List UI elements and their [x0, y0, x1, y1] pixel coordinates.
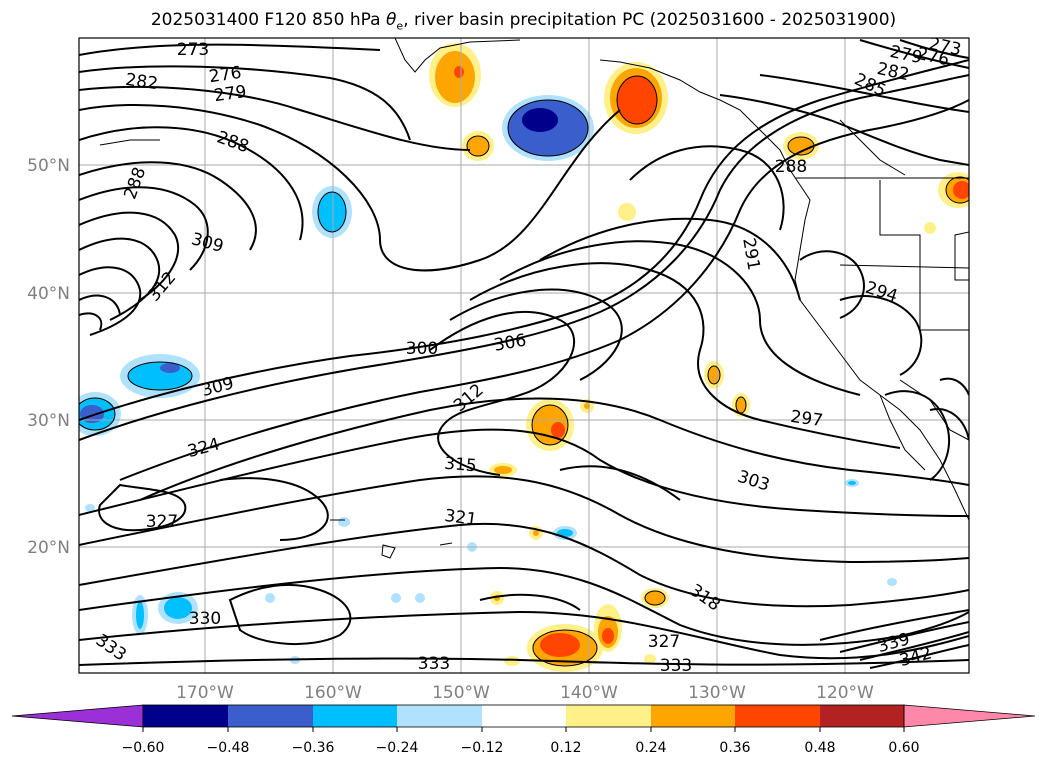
contour-label: 288 — [775, 157, 807, 177]
contour-label: 300 — [406, 339, 438, 359]
map-frame — [78, 37, 970, 674]
contour-label: 273 — [927, 34, 963, 60]
longitude-labels: 170°W 160°W 150°W 140°W 130°W 120°W — [176, 683, 874, 703]
colorbar-tick-label: −0.60 — [122, 740, 165, 756]
colorbar-extend-low — [11, 704, 144, 728]
graticule — [79, 38, 969, 673]
colorbar-swatch — [313, 705, 397, 727]
colorbar-tick-label: −0.24 — [376, 740, 419, 756]
colorbar-tick-label: 0.60 — [888, 740, 919, 756]
contour-label: 330 — [189, 609, 221, 629]
colorbar-tick-label: −0.12 — [461, 740, 504, 756]
lon-label: 150°W — [432, 683, 490, 703]
contour-label: 279 — [213, 82, 248, 106]
lat-label: 50°N — [27, 156, 70, 176]
contour-label: 321 — [443, 506, 478, 530]
lon-label: 140°W — [560, 683, 618, 703]
colorbar-swatch — [397, 705, 482, 727]
latitude-labels: 50°N 40°N 30°N 20°N — [27, 156, 70, 558]
colorbar-swatch — [143, 705, 228, 727]
colorbar-extend-high — [903, 704, 1036, 728]
colorbar-tick-label: 0.48 — [804, 740, 835, 756]
colorbar-tick-label: 0.12 — [550, 740, 581, 756]
lon-label: 160°W — [304, 683, 362, 703]
colorbar-swatch — [228, 705, 313, 727]
contour-label: 327 — [648, 632, 680, 652]
contour-label: 333 — [418, 654, 450, 674]
shading-outlines — [79, 75, 969, 667]
colorbar-swatch — [566, 705, 651, 727]
colorbar-swatch — [735, 705, 820, 727]
colorbar-tick-label: 0.36 — [719, 740, 750, 756]
lon-label: 120°W — [816, 683, 874, 703]
theta-e-contours — [79, 39, 969, 669]
colorbar-swatch — [651, 705, 735, 727]
lat-label: 30°N — [27, 411, 70, 431]
lon-label: 130°W — [688, 683, 746, 703]
contour-label: 333 — [660, 656, 692, 676]
contour-label: 276 — [208, 63, 243, 87]
colorbar: −0.60 −0.48 −0.36 −0.24 −0.12 0.12 0.24 … — [11, 704, 1036, 756]
contour-label: 282 — [124, 70, 159, 94]
map-title: 2025031400 F120 850 hPa θe, river basin … — [150, 10, 897, 33]
colorbar-tick-label: −0.48 — [207, 740, 250, 756]
colorbar-tick-label: −0.36 — [292, 740, 335, 756]
lat-label: 40°N — [27, 284, 70, 304]
lon-label: 170°W — [176, 683, 234, 703]
colorbar-swatch — [820, 705, 904, 727]
lat-label: 20°N — [27, 538, 70, 558]
contour-label: 297 — [789, 407, 824, 431]
contour-label: 273 — [177, 40, 209, 60]
coastlines — [99, 38, 969, 559]
colorbar-tick-label: 0.24 — [635, 740, 666, 756]
colorbar-swatch — [482, 705, 566, 727]
contour-label: 315 — [443, 454, 477, 477]
contour-label: 327 — [146, 512, 178, 532]
